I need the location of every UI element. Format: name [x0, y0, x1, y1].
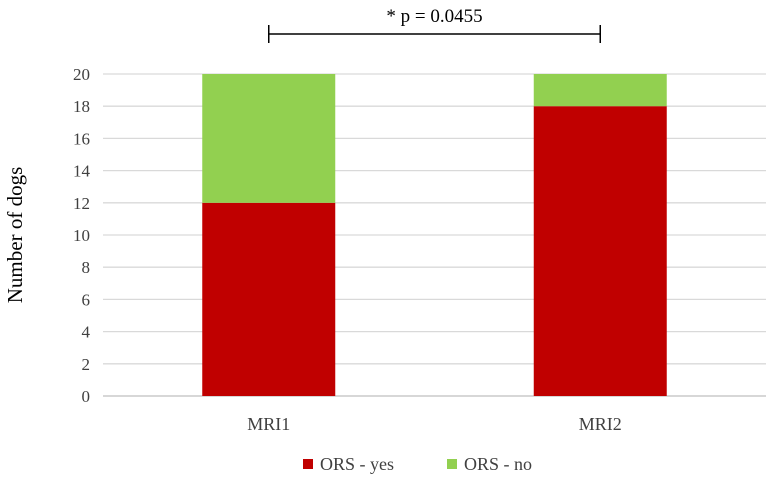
x-category-labels: MRI1 MRI2 [247, 414, 622, 434]
bars [202, 74, 667, 396]
y-tick-label: 12 [73, 194, 90, 213]
y-tick-label: 10 [73, 226, 90, 245]
y-tick-label: 0 [82, 387, 91, 406]
y-tick-label: 14 [73, 162, 91, 181]
y-tick-label: 20 [73, 65, 90, 84]
y-tick-label: 2 [82, 355, 91, 374]
y-tick-label: 18 [73, 97, 90, 116]
y-tick-label: 4 [82, 323, 91, 342]
legend-label: ORS - no [464, 454, 532, 474]
y-tick-label: 6 [82, 290, 91, 309]
p-value-label: * p = 0.0455 [386, 6, 482, 27]
x-category-label: MRI2 [579, 414, 622, 434]
bar-mri1-series-2 [202, 74, 336, 203]
x-category-label: MRI1 [247, 414, 290, 434]
y-axis-title: Number of dogs [3, 167, 27, 303]
y-tick-labels: 0 2 4 6 8 10 12 14 16 18 20 [73, 65, 91, 406]
legend-swatch [303, 459, 313, 469]
legend: ORS - yes ORS - no [303, 454, 532, 474]
significance-annotation: * p = 0.0455 [268, 6, 601, 43]
bar-mri1-series-1 [202, 202, 336, 396]
y-tick-label: 8 [82, 258, 91, 277]
bar-mri2-series-1 [533, 106, 667, 396]
legend-label: ORS - yes [320, 454, 394, 474]
legend-swatch [447, 459, 457, 469]
y-tick-label: 16 [73, 129, 90, 148]
bar-mri2-series-2 [533, 74, 667, 107]
